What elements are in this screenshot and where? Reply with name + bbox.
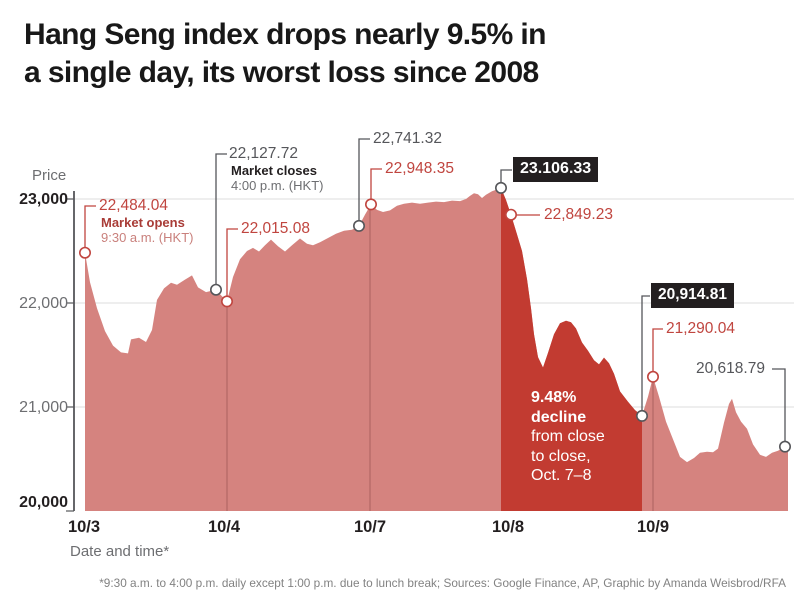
annotation-open-10-3-value: 22,484.04 <box>99 197 168 214</box>
decline-line-3: from close <box>531 428 605 445</box>
marker-open-22948.35 <box>364 198 377 211</box>
leader-line-open <box>370 168 382 199</box>
annotation-open-10-8-value: 22,849.23 <box>544 206 613 223</box>
title-line-2: a single day, its worst loss since 2008 <box>24 56 539 89</box>
leader-line-open <box>652 328 663 371</box>
marker-open-22849.23 <box>504 208 517 221</box>
marker-close-20618.79 <box>778 440 791 453</box>
y-tick-20000: 20,000 <box>19 494 68 511</box>
y-tick-21000: 21,000 <box>19 399 68 416</box>
marker-open-22484.04 <box>79 246 92 259</box>
leader-line-close <box>500 169 512 182</box>
annotation-last-10-9-value: 20,618.79 <box>696 360 765 377</box>
x-tick-10-7: 10/7 <box>353 518 387 536</box>
x-tick-10-8: 10/8 <box>491 518 525 536</box>
y-axis-title: Price <box>32 167 67 184</box>
marker-open-22015.08 <box>221 295 234 308</box>
annotation-open-10-7-value: 22,948.35 <box>385 160 454 177</box>
title-line-1: Hang Seng index drops nearly 9.5% in <box>24 18 546 51</box>
decline-line-4: to close, <box>531 447 591 465</box>
source-footnote: *9:30 a.m. to 4:00 p.m. daily except 1:0… <box>99 576 786 590</box>
leader-line-close <box>358 138 370 220</box>
annotation-close-10-7-highlight: 23.106.33 <box>513 157 599 182</box>
x-tick-10-3: 10/3 <box>67 518 101 536</box>
marker-close-20914.81 <box>635 409 648 422</box>
annotation-close-10-4-value: 22,741.32 <box>373 130 442 147</box>
annotation-close-10-3-value: 22,127.72 <box>229 145 298 162</box>
annotation-open-10-3-caption: Market opens <box>101 215 185 230</box>
decline-callout: 9.48% decline from close to close, Oct. … <box>531 388 605 486</box>
marker-close-22741.32 <box>352 219 365 232</box>
leader-line-close <box>641 295 650 410</box>
x-tick-10-9: 10/9 <box>636 518 670 536</box>
price-area-dark-decline <box>501 188 642 511</box>
leader-line-open <box>226 228 238 296</box>
annotation-open-10-9-value: 21,290.04 <box>666 320 735 337</box>
annotation-close-10-3-caption: Market closes <box>231 163 317 178</box>
marker-close-22127.72 <box>210 283 223 296</box>
page-title: Hang Seng index drops nearly 9.5% in a s… <box>24 16 546 92</box>
marker-close-23106.33 <box>494 181 507 194</box>
annotation-open-10-3-time: 9:30 a.m. (HKT) <box>101 230 194 245</box>
x-tick-10-4: 10/4 <box>207 518 241 536</box>
annotation-close-10-8-highlight: 20,914.81 <box>651 283 734 308</box>
annotation-close-10-3-time: 4:00 p.m. (HKT) <box>231 178 324 193</box>
leader-line-close <box>215 153 227 284</box>
leader-line-open <box>84 205 96 247</box>
annotation-open-10-4-value: 22,015.08 <box>241 220 310 237</box>
decline-line-5: Oct. 7–8 <box>531 467 592 484</box>
x-axis-title: Date and time* <box>70 543 170 560</box>
y-tick-22000: 22,000 <box>19 295 68 312</box>
decline-pct: 9.48% <box>531 389 577 406</box>
decline-word: decline <box>531 408 587 426</box>
leader-line-close <box>772 368 786 441</box>
y-tick-23000: 23,000 <box>19 191 68 208</box>
marker-open-21290.04 <box>646 370 659 383</box>
